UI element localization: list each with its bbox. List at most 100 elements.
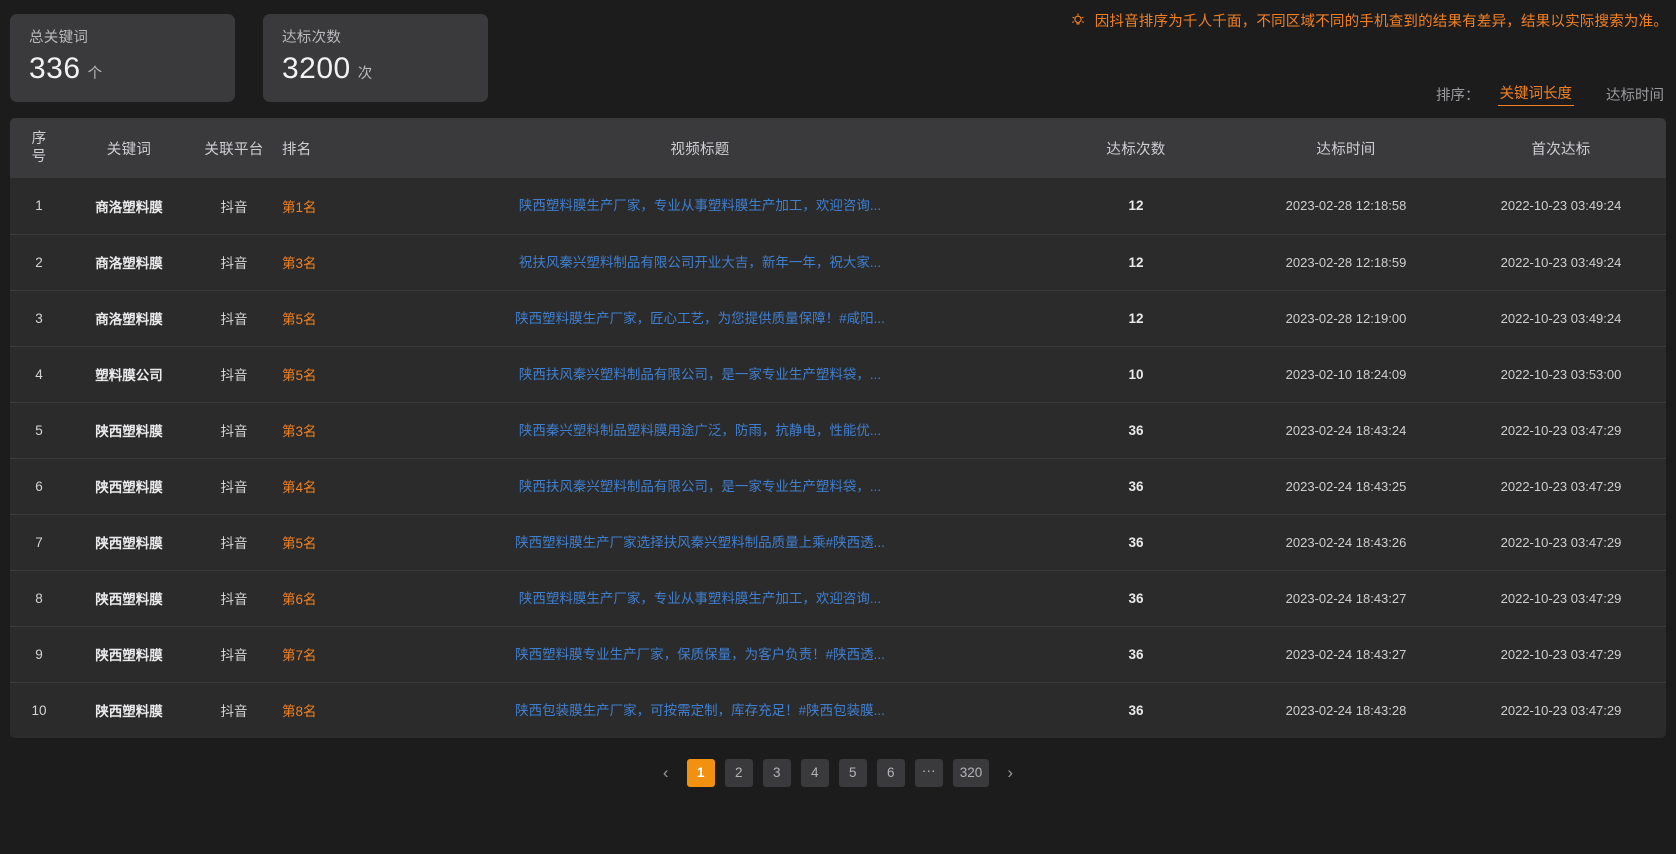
cell-hits: 12 [1128,310,1144,326]
cell-platform: 抖音 [220,480,248,495]
table-row: 8 陕西塑料膜 抖音 第6名 陕西塑料膜生产厂家，专业从事塑料膜生产加工，欢迎咨询...… [10,570,1666,626]
table-row: 1 商洛塑料膜 抖音 第1名 陕西塑料膜生产厂家，专业从事塑料膜生产加工，欢迎咨询...… [10,178,1666,234]
cell-rank: 第5名 [282,368,317,383]
stat-card-unit: 次 [357,66,373,82]
ranking-table: 序 号 关键词 关联平台 排名 视频标题 达标次数 达标时间 首次达标 1 商洛塑… [10,118,1666,738]
cell-video-title-link[interactable]: 陕西塑料膜生产厂家，匠心工艺，为您提供质量保障！#咸阳... [515,310,885,326]
cell-rank: 第3名 [282,424,317,439]
table-header-row: 序 号 关键词 关联平台 排名 视频标题 达标次数 达标时间 首次达标 [10,118,1666,178]
cell-index: 2 [35,254,43,270]
sort-option-keyword-length[interactable]: 关键词长度 [1497,82,1574,106]
table-row: 2 商洛塑料膜 抖音 第3名 祝扶风秦兴塑料制品有限公司开业大吉，新年一年，祝大家...… [10,234,1666,290]
cell-hit-time: 2023-02-28 12:18:58 [1285,198,1407,214]
cell-index: 5 [35,422,43,438]
cell-rank: 第4名 [282,480,317,495]
cell-video-title-link[interactable]: 陕西扶风秦兴塑料制品有限公司，是一家专业生产塑料袋，... [518,366,882,382]
pagination-page-1[interactable]: 1 [686,759,715,787]
cell-hit-time: 2023-02-10 18:24:09 [1285,366,1407,382]
cell-index: 10 [31,702,47,718]
column-header-hit-time: 达标时间 [1316,141,1376,158]
stat-cards: 总关键词 336 个 达标次数 3200 次 [0,14,1676,102]
pagination-page-4[interactable]: 4 [800,759,829,787]
pagination-page-5[interactable]: 5 [838,759,867,787]
sort-option-hit-time[interactable]: 达标时间 [1606,87,1664,104]
column-header-keyword: 关键词 [106,141,152,158]
cell-video-title-link[interactable]: 陕西秦兴塑料制品塑料膜用途广泛，防雨，抗静电，性能优... [518,422,882,438]
cell-index: 3 [35,310,43,326]
cell-first-hit: 2022-10-23 03:53:00 [1500,366,1622,382]
cell-keyword: 陕西塑料膜 [95,648,163,663]
pagination-page-3[interactable]: 3 [762,759,791,787]
cell-first-hit: 2022-10-23 03:47:29 [1500,422,1622,438]
cell-first-hit: 2022-10-23 03:47:29 [1500,590,1622,606]
pagination-next-icon[interactable]: › [1007,763,1014,782]
cell-video-title-link[interactable]: 陕西塑料膜生产厂家，专业从事塑料膜生产加工，欢迎咨询... [518,198,882,214]
stat-card-value-row: 3200 次 [282,52,488,86]
cell-first-hit: 2022-10-23 03:47:29 [1500,646,1622,662]
cell-first-hit: 2022-10-23 03:49:24 [1500,198,1622,214]
column-header-first-hit: 首次达标 [1531,141,1591,158]
table-row: 5 陕西塑料膜 抖音 第3名 陕西秦兴塑料制品塑料膜用途广泛，防雨，抗静电，性能优...… [10,402,1666,458]
table-row: 10 陕西塑料膜 抖音 第8名 陕西包装膜生产厂家，可按需定制，库存充足！#陕西包装膜.… [10,682,1666,738]
cell-keyword: 商洛塑料膜 [95,312,163,327]
cell-video-title-link[interactable]: 陕西塑料膜生产厂家选择扶风秦兴塑料制品质量上乘#陕西透... [515,534,885,550]
cell-hits: 12 [1128,254,1144,270]
notice-text: 因抖音排序为千人千面，不同区域不同的手机查到的结果有差异，结果以实际搜索为准。 [1094,14,1668,30]
cell-hits: 36 [1128,478,1144,494]
top-area: 总关键词 336 个 达标次数 3200 次 [0,0,1676,118]
cell-rank: 第5名 [282,536,317,551]
cell-keyword: 陕西塑料膜 [95,424,163,439]
table-body: 1 商洛塑料膜 抖音 第1名 陕西塑料膜生产厂家，专业从事塑料膜生产加工，欢迎咨询...… [10,178,1666,738]
cell-keyword: 商洛塑料膜 [95,199,163,215]
cell-video-title-link[interactable]: 陕西包装膜生产厂家，可按需定制，库存充足！#陕西包装膜... [515,702,885,718]
cell-rank: 第6名 [282,592,317,607]
cell-video-title-link[interactable]: 祝扶风秦兴塑料制品有限公司开业大吉，新年一年，祝大家... [518,254,882,270]
cell-keyword: 陕西塑料膜 [95,592,163,607]
cell-video-title-link[interactable]: 陕西塑料膜专业生产厂家，保质保量，为客户负责！#陕西透... [515,646,885,662]
stat-card-total-keywords: 总关键词 336 个 [10,14,235,102]
cell-hits: 36 [1128,646,1144,662]
column-header-platform: 关联平台 [204,141,264,158]
cell-platform: 抖音 [220,704,248,720]
column-header-index-line2: 号 [31,149,47,165]
cell-platform: 抖音 [220,648,248,663]
pagination-last-page[interactable]: 320 [952,759,990,787]
cell-first-hit: 2022-10-23 03:47:29 [1500,702,1622,718]
cell-hit-time: 2023-02-28 12:18:59 [1285,254,1407,270]
pagination-prev-icon[interactable]: ‹ [662,763,669,782]
cell-platform: 抖音 [220,312,248,327]
cell-index: 7 [35,534,43,550]
cell-keyword: 塑料膜公司 [95,368,163,383]
cell-hit-time: 2023-02-24 18:43:27 [1285,590,1407,606]
column-header-hits: 达标次数 [1106,141,1166,158]
cell-index: 9 [35,646,43,662]
cell-first-hit: 2022-10-23 03:49:24 [1500,310,1622,326]
pagination-page-2[interactable]: 2 [724,759,753,787]
cell-hits: 36 [1128,702,1144,718]
cell-hits: 36 [1128,590,1144,606]
stat-card-value: 336 [29,52,81,85]
column-header-index-line1: 序 [31,131,47,147]
stat-card-label: 达标次数 [282,30,342,46]
cell-video-title-link[interactable]: 陕西扶风秦兴塑料制品有限公司，是一家专业生产塑料袋，... [518,478,882,494]
pagination-ellipsis[interactable]: ··· [914,759,943,787]
cell-keyword: 陕西塑料膜 [95,704,163,720]
pagination: ‹ 1 2 3 4 5 6 ··· 320 › [0,759,1676,787]
cell-hit-time: 2023-02-24 18:43:26 [1285,534,1407,550]
table-row: 3 商洛塑料膜 抖音 第5名 陕西塑料膜生产厂家，匠心工艺，为您提供质量保障！#咸阳..… [10,290,1666,346]
cell-hits: 12 [1128,198,1144,214]
table-row: 9 陕西塑料膜 抖音 第7名 陕西塑料膜专业生产厂家，保质保量，为客户负责！#陕西透..… [10,626,1666,682]
cell-platform: 抖音 [220,536,248,551]
table-row: 6 陕西塑料膜 抖音 第4名 陕西扶风秦兴塑料制品有限公司，是一家专业生产塑料袋，...… [10,458,1666,514]
pagination-page-6[interactable]: 6 [876,759,905,787]
cell-video-title-link[interactable]: 陕西塑料膜生产厂家，专业从事塑料膜生产加工，欢迎咨询... [518,590,882,606]
cell-hits: 10 [1128,366,1144,382]
cell-rank: 第1名 [282,199,317,215]
cell-hit-time: 2023-02-24 18:43:25 [1285,478,1407,494]
stat-card-label: 总关键词 [29,30,89,46]
cell-index: 6 [35,478,43,494]
cell-rank: 第3名 [282,256,317,271]
cell-index: 4 [35,366,43,382]
cell-hit-time: 2023-02-24 18:43:24 [1285,422,1407,438]
